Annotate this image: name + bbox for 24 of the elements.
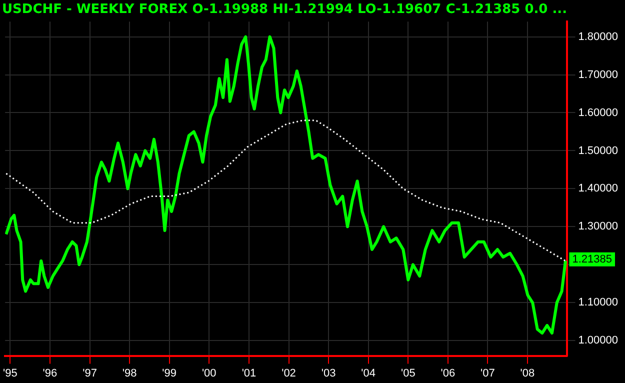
x-tick-label: '99	[162, 367, 177, 380]
x-tick-label: '01	[242, 367, 256, 380]
x-tick-label: '02	[282, 367, 296, 380]
y-tick-label: 1.80000	[578, 30, 618, 43]
y-tick-label: 1.50000	[578, 144, 618, 157]
y-tick-label: 1.70000	[578, 68, 618, 81]
annotation: 1.21385	[572, 253, 612, 266]
x-tick-label: '07	[480, 367, 495, 380]
y-tick-label: 1.00000	[578, 334, 618, 347]
x-tick-label: '06	[440, 367, 456, 380]
x-tick-label: '04	[361, 367, 376, 380]
x-tick-label: '97	[82, 367, 97, 380]
chart-title: USDCHF - WEEKLY FOREX O-1.19988 HI-1.21994 LO-1.19607 C-1.21385 0.0 ...	[2, 2, 568, 18]
x-tick-label: '05	[401, 367, 416, 380]
x-tick-label: '03	[321, 367, 336, 380]
y-tick-label: 1.60000	[578, 106, 618, 119]
x-tick-label: '08	[520, 367, 535, 380]
x-tick-label: '95	[3, 367, 18, 380]
y-tick-label: 1.30000	[578, 220, 618, 233]
y-tick-label: 1.40000	[578, 182, 618, 195]
x-tick-label: '98	[122, 367, 137, 380]
x-tick-label: '96	[42, 367, 58, 380]
y-tick-label: 1.10000	[578, 296, 618, 309]
x-tick-label: '00	[202, 367, 216, 380]
